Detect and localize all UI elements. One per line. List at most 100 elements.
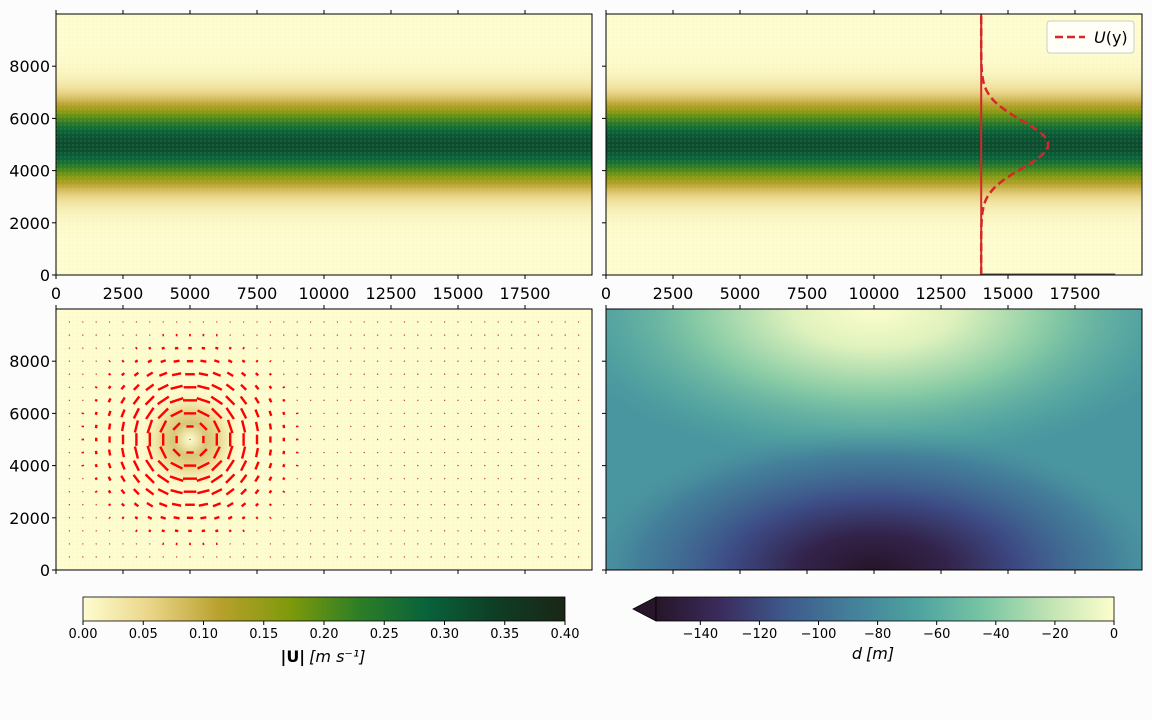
quiver-arrow	[255, 516, 259, 520]
quiver-arrow	[524, 530, 526, 532]
quiver-arrow	[551, 477, 553, 480]
quiver-arrow	[172, 422, 181, 431]
quiver-arrow	[376, 399, 379, 402]
quiver-arrow	[577, 451, 580, 454]
quiver-arrow	[497, 438, 499, 441]
quiver-arrow	[430, 360, 432, 362]
quiver-arrow	[120, 461, 126, 470]
quiver-arrow	[577, 504, 580, 506]
quiver-arrow	[430, 543, 432, 545]
quiver-arrow	[577, 399, 580, 402]
quiver-arrow	[430, 412, 432, 415]
quiver-arrow	[363, 347, 365, 349]
quiver-arrow	[430, 517, 432, 519]
quiver-arrow	[537, 334, 540, 336]
speed-colorbar-bar	[82, 596, 566, 622]
quiver-arrow	[551, 399, 553, 402]
quiver-arrow	[430, 491, 432, 493]
quiver-arrow	[497, 530, 499, 532]
quiver-arrow	[443, 477, 446, 480]
quiver-arrow	[350, 360, 352, 362]
depth-cb-tick-label: 0	[1110, 627, 1118, 642]
x-tick-label: 5000	[170, 284, 211, 303]
quiver-arrow	[376, 412, 379, 415]
quiver-arrow	[95, 334, 97, 336]
y-tick-label: 6000	[9, 109, 50, 128]
quiver-arrow	[122, 347, 124, 349]
quiver-arrow	[240, 502, 247, 508]
quiver-arrow	[484, 530, 486, 532]
quiver-arrow	[254, 421, 260, 432]
quiver-arrow	[497, 347, 499, 349]
quiver-arrow	[170, 461, 183, 470]
quiver-arrow	[564, 543, 566, 545]
quiver-arrow	[240, 371, 247, 377]
quiver-arrow	[537, 438, 540, 441]
quiver-arrow	[537, 321, 540, 323]
quiver-arrow	[309, 334, 312, 336]
quiver-arrow	[497, 321, 499, 323]
ticks-top-left: 0 2500 5000 7500 10000 12500 15000 17500 0 2000 40…	[9, 10, 550, 303]
quiver-arrow	[269, 321, 272, 323]
quiver-arrow	[564, 464, 566, 467]
quiver-arrow	[457, 347, 459, 349]
quiver-arrow	[108, 372, 112, 376]
quiver-arrow	[443, 451, 446, 454]
quiver-arrow	[133, 502, 140, 508]
quiver-arrow	[107, 385, 112, 390]
series-u-of-y	[979, 14, 1050, 275]
quiver-arrow	[323, 347, 325, 349]
quiver-arrow	[210, 473, 224, 484]
quiver-arrow	[309, 543, 312, 545]
quiver-arrow	[537, 360, 540, 362]
quiver-arrow	[122, 556, 124, 558]
quiver-arrow	[524, 491, 526, 493]
quiver-arrow	[122, 530, 124, 532]
quiver-arrow	[336, 360, 339, 362]
quiver-arrow	[524, 556, 526, 558]
quiver-arrow	[198, 502, 209, 507]
quiver-arrow	[227, 359, 233, 364]
quiver-arrow	[296, 530, 298, 532]
quiver-arrow	[268, 462, 273, 469]
quiver-arrow	[309, 517, 312, 519]
quiver-arrow	[363, 451, 365, 454]
quiver-arrow	[215, 529, 219, 533]
quiver-arrow	[309, 373, 312, 375]
quiver-arrow	[537, 477, 540, 480]
quiver-arrow	[309, 412, 312, 415]
quiver-arrow	[363, 464, 365, 467]
quiver-arrow	[403, 491, 406, 493]
quiver-arrow	[157, 383, 169, 391]
quiver-arrow	[524, 386, 526, 388]
quiver-arrow	[457, 504, 459, 506]
quiver-arrow	[457, 334, 459, 336]
quiver-arrow	[95, 321, 97, 323]
x-tick-label: 12500	[366, 284, 417, 303]
quiver-arrow	[497, 386, 499, 388]
quiver-arrow	[121, 359, 125, 363]
quiver-arrow	[376, 543, 379, 545]
quiver-arrow	[363, 425, 365, 428]
quiver-arrow	[268, 397, 273, 403]
quiver-arrow	[484, 360, 486, 362]
quiver-arrow	[417, 399, 419, 402]
quiver-arrow	[282, 411, 286, 416]
quiver-arrow	[68, 517, 71, 519]
quiver-arrow	[197, 384, 210, 390]
quiver-arrow	[510, 321, 513, 323]
quiver-arrow	[376, 334, 379, 336]
quiver-arrow	[323, 491, 325, 493]
quiver-arrow	[551, 386, 553, 388]
quiver-arrow	[390, 451, 392, 454]
quiver-arrow	[510, 412, 513, 415]
quiver-arrow	[470, 504, 473, 506]
quiver-arrow	[443, 530, 446, 532]
quiver-arrow	[283, 556, 285, 558]
quiver-arrow	[363, 386, 365, 388]
quiver-arrow	[229, 556, 231, 558]
quiver-arrow	[296, 360, 298, 362]
quiver-arrow	[390, 517, 392, 519]
speed-cb-tick-label: 0.15	[249, 627, 278, 642]
